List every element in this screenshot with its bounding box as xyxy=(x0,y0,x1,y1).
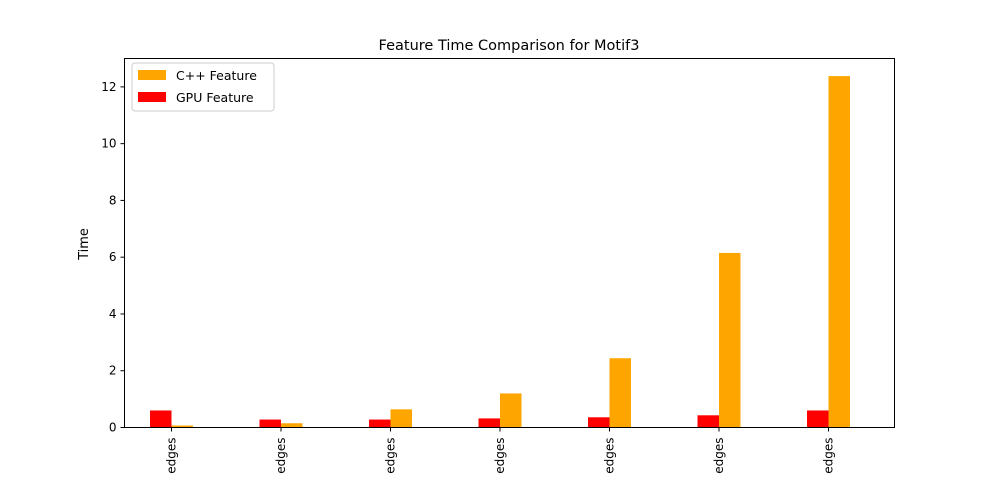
y-tick-label: 12 xyxy=(101,80,116,94)
x-tick-label: edges xyxy=(165,438,179,474)
x-tick-label: edges xyxy=(712,438,726,474)
x-tick-label: edges xyxy=(493,438,507,474)
bar-gpu-feature-7 xyxy=(807,410,829,428)
bar-c-feature-5 xyxy=(609,358,631,428)
x-tick-label: edges xyxy=(603,438,617,474)
bar-c-feature-4 xyxy=(500,393,522,428)
chart-title: Feature Time Comparison for Motif3 xyxy=(379,38,640,54)
bar-gpu-feature-3 xyxy=(369,419,391,428)
bar-c-feature-2 xyxy=(281,423,303,428)
x-tick-label: edges xyxy=(822,438,836,474)
y-tick-label: 6 xyxy=(109,250,117,264)
bar-gpu-feature-4 xyxy=(478,418,500,428)
bar-c-feature-6 xyxy=(719,252,741,428)
legend-swatch xyxy=(138,92,166,102)
legend-label: C++ Feature xyxy=(176,68,257,83)
y-tick-label: 10 xyxy=(101,137,116,151)
bar-c-feature-7 xyxy=(828,76,850,428)
x-tick-label: edges xyxy=(384,438,398,474)
y-tick-label: 8 xyxy=(109,193,117,207)
legend-swatch xyxy=(138,70,166,80)
legend: C++ Feature GPU Feature xyxy=(131,62,275,112)
plot-frame xyxy=(124,58,895,428)
y-tick-label: 0 xyxy=(109,421,117,435)
bar-gpu-feature-1 xyxy=(150,410,172,428)
y-axis-label: Time xyxy=(77,228,92,261)
y-tick-label: 2 xyxy=(109,364,117,378)
bar-gpu-feature-5 xyxy=(588,417,610,428)
y-tick-label: 4 xyxy=(109,307,117,321)
bars-group xyxy=(150,76,850,428)
x-tick-label: edges xyxy=(274,438,288,474)
x-axis: edges edges edges edges edges edges edges xyxy=(165,427,836,474)
legend-label: GPU Feature xyxy=(176,90,254,105)
legend-box xyxy=(131,62,275,112)
bar-gpu-feature-6 xyxy=(697,415,719,428)
bar-c-feature-1 xyxy=(171,425,193,428)
bar-gpu-feature-2 xyxy=(259,419,281,428)
bar-c-feature-3 xyxy=(390,409,412,428)
y-axis: 0 2 4 6 8 10 12 xyxy=(101,80,125,435)
